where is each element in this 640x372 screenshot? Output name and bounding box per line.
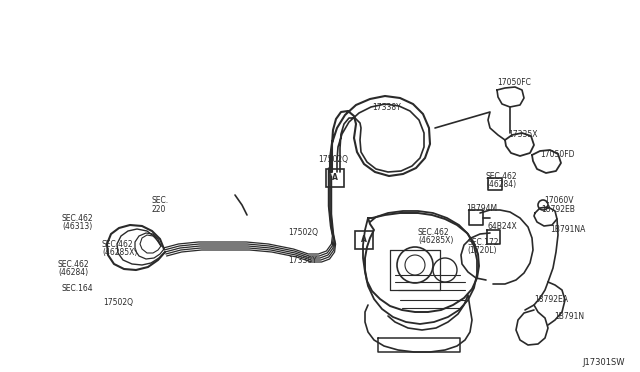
Text: SEC.462: SEC.462 [486, 172, 518, 181]
Text: 1B791NA: 1B791NA [550, 225, 586, 234]
Text: (46284): (46284) [58, 268, 88, 277]
Text: 17050FD: 17050FD [540, 150, 575, 159]
Text: (46285X): (46285X) [418, 236, 453, 245]
Text: (46284): (46284) [486, 180, 516, 189]
Text: 17502Q: 17502Q [318, 155, 348, 164]
Text: (1720L): (1720L) [467, 246, 497, 255]
Text: 1B794M: 1B794M [466, 204, 497, 213]
Text: A: A [332, 173, 338, 183]
Text: SEC.172: SEC.172 [467, 238, 499, 247]
Text: SEC.462: SEC.462 [62, 214, 93, 223]
Text: 18792EB: 18792EB [541, 205, 575, 214]
Text: 18792EA: 18792EA [534, 295, 568, 304]
Text: SEC.462: SEC.462 [58, 260, 90, 269]
Text: 17050FC: 17050FC [497, 78, 531, 87]
Text: SEC.: SEC. [152, 196, 169, 205]
Text: 17502Q: 17502Q [103, 298, 133, 307]
Text: (46285X): (46285X) [102, 248, 138, 257]
Text: 1B791N: 1B791N [554, 312, 584, 321]
Text: SEC.462: SEC.462 [102, 240, 134, 249]
Text: 17060V: 17060V [544, 196, 573, 205]
Text: 64B24X: 64B24X [487, 222, 516, 231]
Text: 17338Y: 17338Y [288, 256, 317, 265]
Text: SEC.164: SEC.164 [62, 284, 93, 293]
Text: (46313): (46313) [62, 222, 92, 231]
Text: J17301SW: J17301SW [582, 358, 625, 367]
Text: A: A [361, 235, 367, 244]
Text: 220: 220 [152, 205, 166, 214]
Text: SEC.462: SEC.462 [418, 228, 450, 237]
Text: 17502Q: 17502Q [288, 228, 318, 237]
Text: 17338Y: 17338Y [372, 103, 401, 112]
Text: 17335X: 17335X [508, 130, 538, 139]
